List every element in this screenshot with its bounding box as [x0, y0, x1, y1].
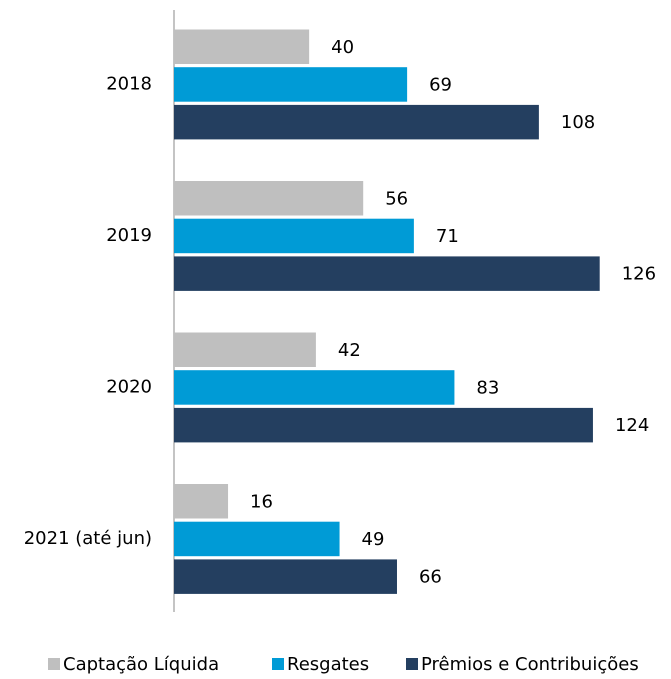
legend-label: Captação Líquida: [63, 654, 219, 675]
value-label: 66: [419, 567, 442, 588]
bar: [174, 29, 310, 64]
value-label: 126: [622, 264, 656, 285]
bar: [174, 218, 414, 254]
bar: [174, 181, 364, 216]
bar: [174, 484, 229, 519]
value-label: 71: [436, 226, 459, 247]
y-tick-label: 2020: [106, 376, 152, 397]
bar: [174, 104, 539, 140]
legend-label: Prêmios e Contribuições: [421, 654, 639, 675]
value-label: 40: [331, 37, 354, 58]
bar: [174, 332, 316, 367]
y-tick-label: 2019: [106, 225, 152, 246]
value-label: 69: [429, 74, 452, 95]
bar: [174, 256, 600, 291]
value-label: 83: [476, 377, 499, 398]
bar: [174, 370, 455, 405]
value-label: 42: [338, 340, 361, 361]
legend-swatch: [406, 658, 418, 670]
legend-label: Resgates: [287, 654, 369, 675]
bar: [174, 67, 408, 102]
value-label: 16: [250, 491, 273, 512]
value-label: 108: [561, 112, 595, 133]
bar: [174, 559, 397, 594]
value-label: 124: [615, 415, 649, 436]
bar: [174, 521, 340, 557]
legend-swatch: [272, 658, 284, 670]
value-label: 49: [362, 529, 385, 550]
legend-swatch: [48, 658, 60, 670]
bar: [174, 407, 593, 443]
value-label: 56: [385, 188, 408, 209]
y-tick-label: 2021 (até jun): [24, 528, 152, 549]
y-tick-label: 2018: [106, 73, 152, 94]
